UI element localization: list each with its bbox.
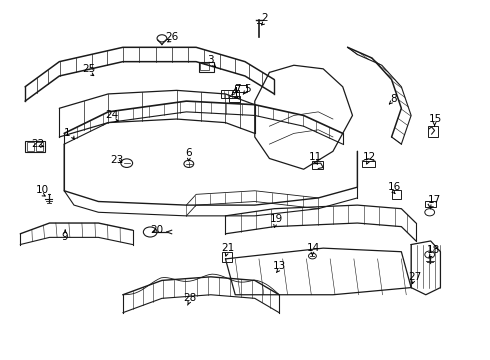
- Text: 26: 26: [165, 32, 178, 41]
- Text: 13: 13: [272, 261, 286, 271]
- Text: 10: 10: [36, 185, 49, 195]
- Text: 16: 16: [388, 182, 401, 192]
- Text: 5: 5: [244, 84, 251, 94]
- Text: 22: 22: [31, 139, 45, 149]
- Text: 11: 11: [309, 152, 322, 162]
- Text: 7: 7: [234, 84, 241, 94]
- Text: 23: 23: [110, 155, 123, 165]
- Text: 14: 14: [307, 243, 320, 253]
- Text: 20: 20: [150, 225, 164, 235]
- Text: 28: 28: [183, 293, 196, 303]
- Text: 15: 15: [429, 114, 442, 124]
- Text: 2: 2: [261, 13, 268, 23]
- Text: 24: 24: [105, 111, 119, 121]
- Text: 1: 1: [63, 129, 70, 138]
- Text: 4: 4: [232, 87, 239, 97]
- Text: 8: 8: [391, 94, 397, 104]
- Text: 12: 12: [363, 152, 376, 162]
- Text: 21: 21: [221, 243, 235, 253]
- Text: 17: 17: [427, 195, 441, 205]
- Text: 25: 25: [82, 64, 95, 74]
- Text: 19: 19: [270, 215, 283, 224]
- Text: 27: 27: [408, 272, 422, 282]
- Text: 6: 6: [186, 148, 192, 158]
- Text: 9: 9: [61, 232, 68, 242]
- Text: 18: 18: [426, 245, 440, 255]
- Text: 3: 3: [207, 55, 214, 65]
